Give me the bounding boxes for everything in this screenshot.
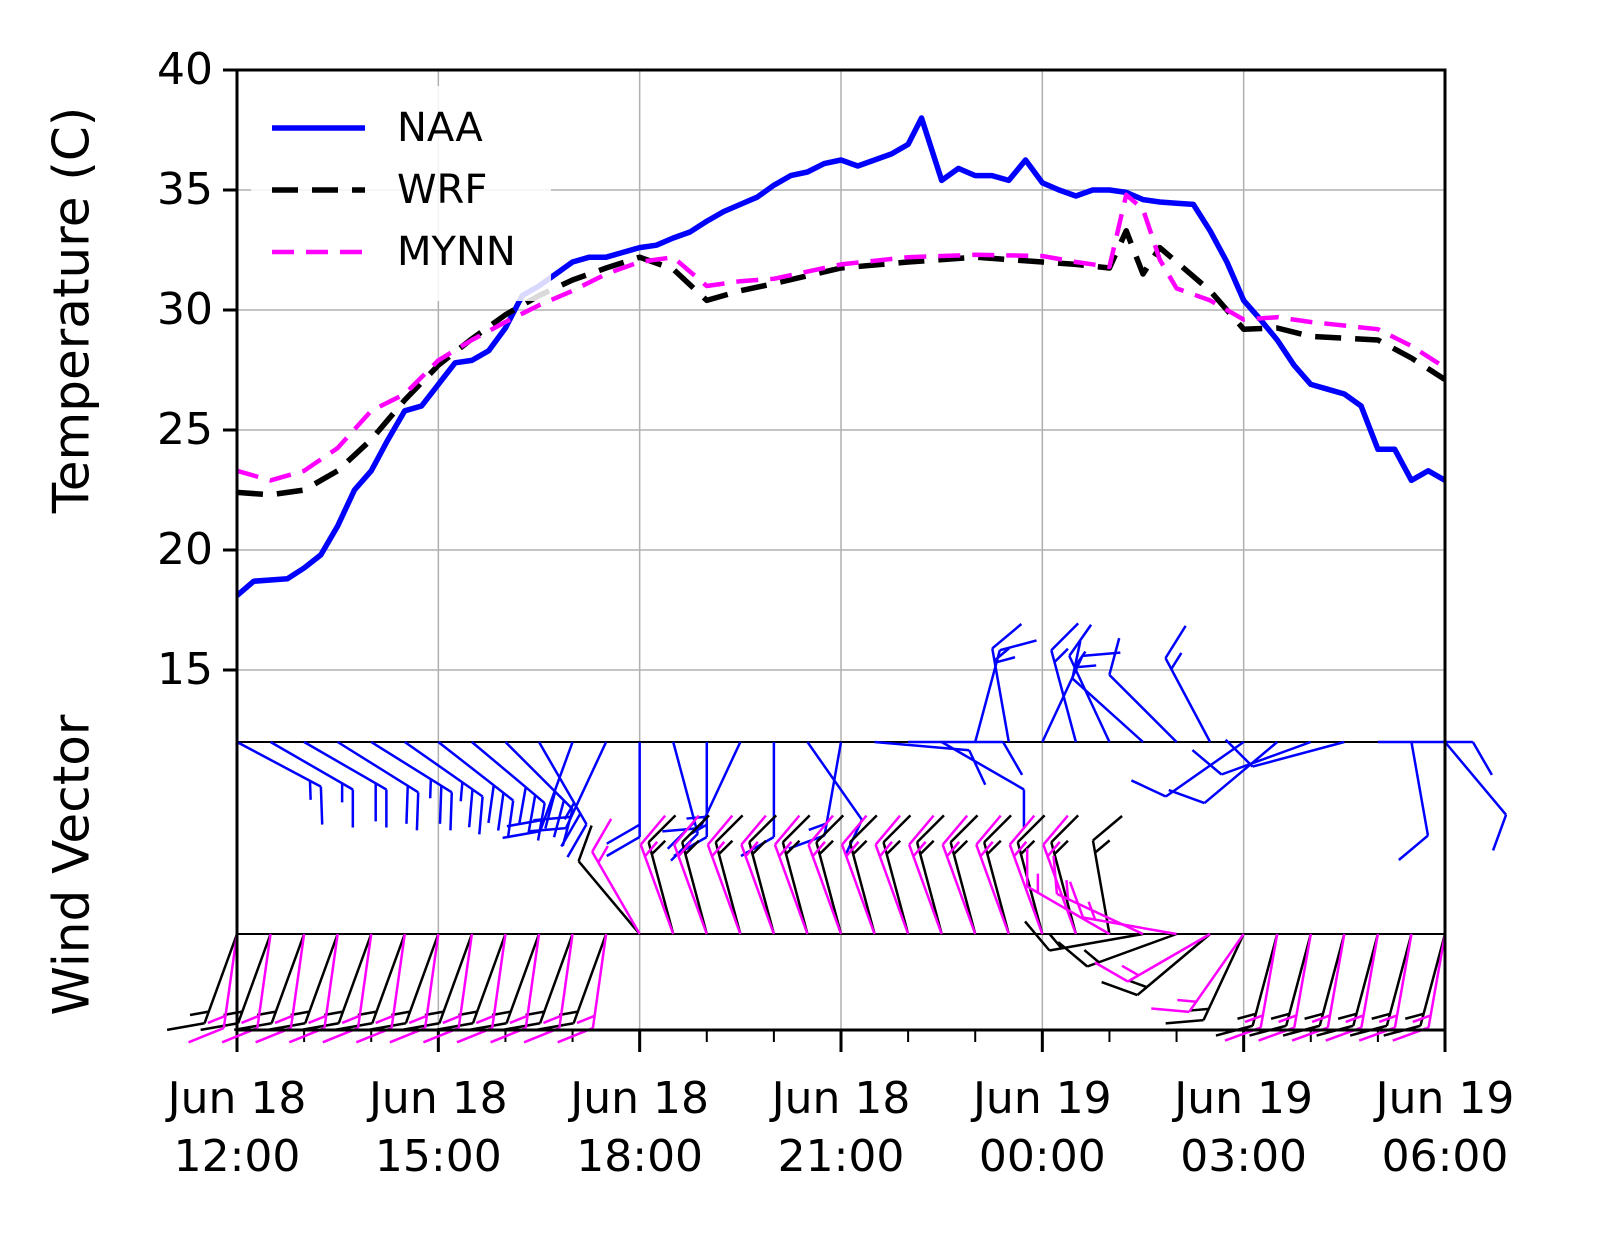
wind-barb bbox=[1050, 814, 1080, 935]
x-tick-label: Jun 18 21:00 bbox=[771, 1073, 911, 1182]
x-tick-label: Jun 18 15:00 bbox=[368, 1073, 508, 1182]
wind-barb bbox=[1094, 932, 1211, 983]
wind-barb bbox=[748, 814, 778, 935]
y-tick-label: 20 bbox=[157, 524, 213, 575]
wind-barb bbox=[1025, 848, 1111, 936]
wind-barb bbox=[941, 814, 977, 935]
wind-barb bbox=[882, 814, 912, 935]
wind-barb bbox=[941, 740, 1026, 828]
wind-barb bbox=[1071, 641, 1144, 743]
wind-barb bbox=[1008, 814, 1044, 935]
wind-barb bbox=[1151, 933, 1245, 1014]
legend-box bbox=[251, 86, 551, 301]
wind-barb bbox=[740, 742, 776, 858]
wind-barb bbox=[673, 814, 708, 935]
wind-barb bbox=[1108, 637, 1178, 743]
wind-barb bbox=[773, 814, 809, 935]
wind-barb bbox=[1164, 625, 1212, 743]
wind-barb bbox=[337, 740, 420, 831]
wind-barb bbox=[949, 814, 979, 935]
y-tick-label: 30 bbox=[157, 284, 213, 335]
wind-axis-label: Wind Vector bbox=[43, 714, 101, 1015]
series-line bbox=[235, 115, 1447, 598]
wind-barb bbox=[908, 740, 1024, 776]
wind-barb bbox=[303, 740, 388, 828]
wind-barb bbox=[504, 741, 574, 847]
wind-barb bbox=[982, 814, 1012, 935]
wind-barb bbox=[404, 740, 484, 835]
wind-barb bbox=[1392, 933, 1447, 1042]
wind-barb bbox=[991, 623, 1023, 743]
wind-barb bbox=[848, 814, 878, 935]
wind-barb bbox=[815, 814, 845, 935]
y-axis-label: Temperature (C) bbox=[43, 107, 101, 515]
wind-barb bbox=[740, 814, 776, 935]
wind-barb bbox=[1165, 933, 1245, 1025]
wind-barb bbox=[1041, 651, 1121, 743]
wind-barb bbox=[606, 742, 641, 858]
x-tick-label: Jun 18 18:00 bbox=[570, 1073, 710, 1182]
wind-barb bbox=[269, 740, 355, 828]
wind-barb bbox=[1068, 624, 1111, 743]
wind-barb bbox=[1444, 741, 1508, 851]
wind-barb bbox=[1377, 740, 1493, 776]
wind-barb bbox=[236, 740, 324, 825]
wind-barb bbox=[915, 814, 945, 935]
wind-barb bbox=[639, 814, 675, 935]
wind-barb bbox=[1050, 622, 1080, 743]
wind-barb bbox=[706, 814, 742, 935]
wind-barb bbox=[537, 741, 588, 858]
legend-label: WRF bbox=[397, 167, 487, 213]
wind-barb bbox=[1398, 741, 1430, 861]
wind-barb bbox=[502, 741, 574, 840]
x-tick-label: Jun 18 12:00 bbox=[167, 1073, 307, 1182]
wind-barb bbox=[471, 741, 546, 841]
wind-barb bbox=[680, 814, 710, 935]
series-line bbox=[236, 192, 1447, 483]
legend-label: NAA bbox=[397, 105, 483, 151]
wind-barb bbox=[188, 933, 239, 1044]
wind-barb bbox=[1191, 740, 1312, 776]
wind-barb bbox=[874, 740, 987, 786]
wind-barb bbox=[527, 741, 608, 833]
wind-barb bbox=[788, 741, 843, 850]
wind-barb bbox=[714, 814, 744, 935]
y-tick-label: 40 bbox=[157, 44, 213, 95]
wind-barb bbox=[1291, 933, 1346, 1042]
wind-barb bbox=[1168, 741, 1279, 805]
wind-barb bbox=[1358, 933, 1413, 1042]
wind-barb bbox=[647, 814, 677, 935]
wind-barb bbox=[908, 814, 943, 935]
y-tick-label: 25 bbox=[157, 404, 213, 455]
wind-barb bbox=[166, 933, 239, 1032]
wind-barb bbox=[1057, 932, 1177, 968]
x-tick-label: Jun 19 03:00 bbox=[1174, 1073, 1314, 1182]
x-tick-label: Jun 19 00:00 bbox=[972, 1073, 1112, 1182]
wind-barb bbox=[577, 825, 641, 935]
wind-barb bbox=[1068, 881, 1177, 936]
wind-barb bbox=[1052, 855, 1144, 936]
wind-barb bbox=[1224, 738, 1345, 768]
wind-barb bbox=[1325, 933, 1380, 1042]
wind-barb bbox=[975, 814, 1010, 935]
y-tick-label: 35 bbox=[157, 164, 213, 215]
legend-label: MYNN bbox=[397, 229, 516, 275]
wind-barb bbox=[1042, 814, 1078, 935]
axes-frame bbox=[235, 68, 1447, 1032]
wind-barb bbox=[437, 741, 515, 839]
wind-barb bbox=[1130, 740, 1245, 798]
wind-barb bbox=[370, 740, 454, 831]
wind-barb bbox=[781, 814, 811, 935]
wind-barb bbox=[1101, 933, 1211, 997]
wind-barb bbox=[840, 814, 876, 935]
y-tick-label: 15 bbox=[157, 644, 213, 695]
wind-barb bbox=[1258, 933, 1313, 1042]
wind-barb bbox=[591, 818, 641, 935]
wind-barb bbox=[807, 814, 843, 935]
x-tick-label: Jun 19 06:00 bbox=[1375, 1073, 1515, 1182]
wind-barb bbox=[874, 814, 910, 935]
